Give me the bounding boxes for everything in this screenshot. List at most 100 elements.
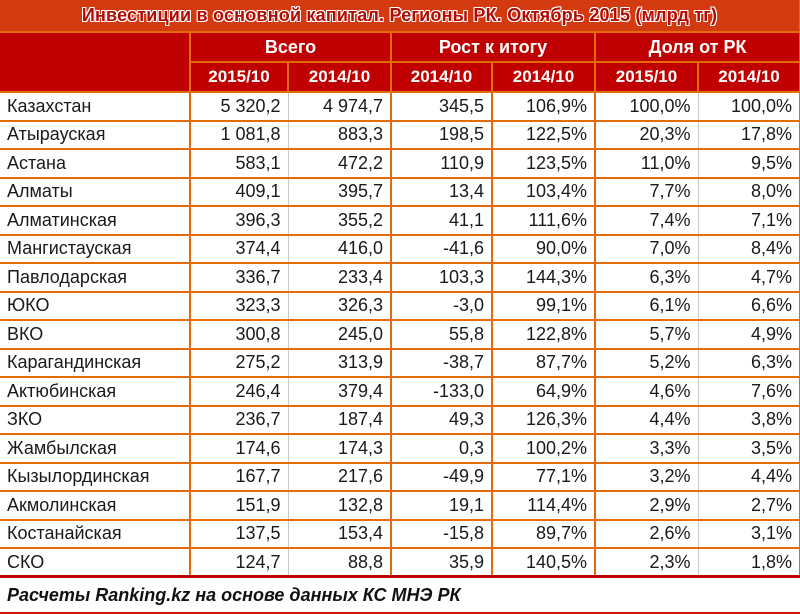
table-header: Инвестиции в основной капитал. Регионы Р… [0, 0, 800, 93]
value-cell: 110,9 [391, 149, 493, 179]
value-cell: 153,4 [288, 519, 392, 549]
subheader-share-2015: 2015/10 [595, 62, 699, 93]
table-row: Костанайская 137,5 153,4 -15,8 89,7% 2,6% 3,1% [0, 519, 800, 549]
value-cell: 396,3 [190, 206, 289, 236]
value-cell: 126,3% [492, 405, 596, 435]
value-cell: 7,0% [595, 234, 699, 264]
region-cell: Алматы [0, 177, 191, 207]
value-cell: 174,3 [288, 434, 392, 464]
value-cell: 6,6% [698, 291, 800, 321]
region-cell: Жамбылская [0, 434, 191, 464]
value-cell: 132,8 [288, 491, 392, 521]
value-cell: 123,5% [492, 149, 596, 179]
region-cell: Акмолинская [0, 491, 191, 521]
value-cell: 3,3% [595, 434, 699, 464]
page-title: Инвестиции в основной капитал. Регионы Р… [0, 0, 800, 33]
value-cell: 4,4% [698, 462, 800, 492]
table-row: Казахстан 5 320,2 4 974,7 345,5 106,9% 100,0%… [0, 92, 800, 122]
value-cell: 8,4% [698, 234, 800, 264]
table-row: Атырауская 1 081,8 883,3 198,5 122,5% 20,3% 17… [0, 120, 800, 150]
value-cell: 416,0 [288, 234, 392, 264]
value-cell: 87,7% [492, 348, 596, 378]
table-row: Мангистауская 374,4 416,0 -41,6 90,0% 7,0% 8,4… [0, 234, 800, 264]
value-cell: -15,8 [391, 519, 493, 549]
value-cell: 7,6% [698, 377, 800, 407]
value-cell: 140,5% [492, 548, 596, 578]
value-cell: 355,2 [288, 206, 392, 236]
table-row: ВКО 300,8 245,0 55,8 122,8% 5,7% 4,9% [0, 320, 800, 350]
value-cell: 2,3% [595, 548, 699, 578]
value-cell: 1,8% [698, 548, 800, 578]
value-cell: 122,8% [492, 320, 596, 350]
subheader-share-2014: 2014/10 [698, 62, 800, 93]
value-cell: 6,1% [595, 291, 699, 321]
table-row: Павлодарская 336,7 233,4 103,3 144,3% 6,3% 4,7… [0, 263, 800, 293]
value-cell: 49,3 [391, 405, 493, 435]
value-cell: 236,7 [190, 405, 289, 435]
value-cell: 167,7 [190, 462, 289, 492]
value-cell: 300,8 [190, 320, 289, 350]
value-cell: 3,1% [698, 519, 800, 549]
value-cell: 77,1% [492, 462, 596, 492]
value-cell: 187,4 [288, 405, 392, 435]
subheader-total-2015: 2015/10 [190, 62, 289, 93]
value-cell: 2,6% [595, 519, 699, 549]
value-cell: 137,5 [190, 519, 289, 549]
value-cell: 11,0% [595, 149, 699, 179]
region-cell: ЮКО [0, 291, 191, 321]
value-cell: 3,5% [698, 434, 800, 464]
value-cell: 395,7 [288, 177, 392, 207]
table-row: Алматы 409,1 395,7 13,4 103,4% 7,7% 8,0% [0, 177, 800, 207]
value-cell: 233,4 [288, 263, 392, 293]
value-cell: 198,5 [391, 120, 493, 150]
value-cell: 472,2 [288, 149, 392, 179]
value-cell: 103,3 [391, 263, 493, 293]
table-row: Алматинская 396,3 355,2 41,1 111,6% 7,4% 7,1% [0, 206, 800, 236]
value-cell: 13,4 [391, 177, 493, 207]
value-cell: 374,4 [190, 234, 289, 264]
value-cell: 7,4% [595, 206, 699, 236]
value-cell: 100,0% [698, 92, 800, 122]
region-cell: Павлодарская [0, 263, 191, 293]
region-cell: Мангистауская [0, 234, 191, 264]
value-cell: 174,6 [190, 434, 289, 464]
value-cell: 323,3 [190, 291, 289, 321]
value-cell: -49,9 [391, 462, 493, 492]
value-cell: 6,3% [595, 263, 699, 293]
value-cell: 2,7% [698, 491, 800, 521]
region-cell: ВКО [0, 320, 191, 350]
value-cell: 883,3 [288, 120, 392, 150]
value-cell: 275,2 [190, 348, 289, 378]
value-cell: 103,4% [492, 177, 596, 207]
table-row: СКО 124,7 88,8 35,9 140,5% 2,3% 1,8% [0, 548, 800, 578]
subheader-total-2014: 2014/10 [288, 62, 392, 93]
value-cell: 64,9% [492, 377, 596, 407]
value-cell: 313,9 [288, 348, 392, 378]
value-cell: 409,1 [190, 177, 289, 207]
value-cell: 90,0% [492, 234, 596, 264]
value-cell: 35,9 [391, 548, 493, 578]
corner-cell [0, 32, 191, 93]
value-cell: 144,3% [492, 263, 596, 293]
value-cell: 5,7% [595, 320, 699, 350]
value-cell: 20,3% [595, 120, 699, 150]
table-row: Жамбылская 174,6 174,3 0,3 100,2% 3,3% 3,5% [0, 434, 800, 464]
region-cell: Кызылординская [0, 462, 191, 492]
table-row: Астана 583,1 472,2 110,9 123,5% 11,0% 9,5% [0, 149, 800, 179]
value-cell: 111,6% [492, 206, 596, 236]
value-cell: 583,1 [190, 149, 289, 179]
value-cell: 5 320,2 [190, 92, 289, 122]
value-cell: 17,8% [698, 120, 800, 150]
value-cell: 217,6 [288, 462, 392, 492]
table-row: Карагандинская 275,2 313,9 -38,7 87,7% 5,2% 6,… [0, 348, 800, 378]
table-row: ЗКО 236,7 187,4 49,3 126,3% 4,4% 3,8% [0, 405, 800, 435]
region-cell: СКО [0, 548, 191, 578]
group-header-growth: Рост к итогу [391, 32, 596, 63]
value-cell: 3,2% [595, 462, 699, 492]
value-cell: 89,7% [492, 519, 596, 549]
value-cell: 4,9% [698, 320, 800, 350]
value-cell: 345,5 [391, 92, 493, 122]
value-cell: 124,7 [190, 548, 289, 578]
value-cell: 7,7% [595, 177, 699, 207]
value-cell: 2,9% [595, 491, 699, 521]
